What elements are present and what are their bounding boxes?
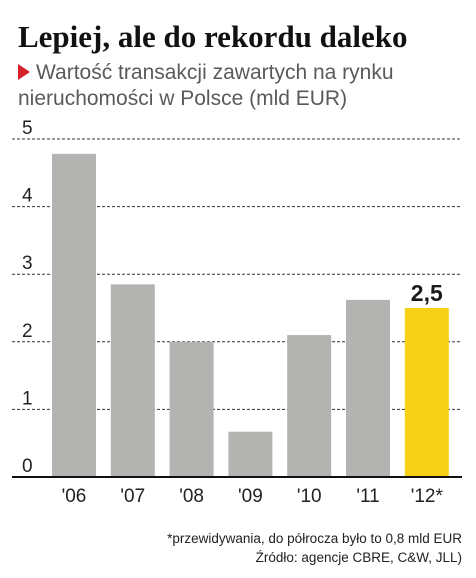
bar-highlighted	[404, 308, 449, 477]
y-tick-label: 2	[22, 321, 33, 342]
triangle-marker-icon	[18, 64, 30, 80]
x-tick-label: '11	[356, 486, 379, 507]
chart-subtitle-text: Wartość transakcji zawartych na rynku ni…	[18, 61, 394, 110]
bar	[287, 335, 332, 477]
chart-title: Lepiej, ale do rekordu daleko	[18, 19, 408, 54]
x-tick-label: '08	[179, 486, 204, 507]
y-tick-label: 5	[22, 118, 33, 139]
x-tick-label: '07	[120, 486, 145, 507]
bar	[346, 299, 390, 477]
chart-subtitle: Wartość transakcji zawartych na rynku ni…	[18, 60, 468, 112]
y-tick-label: 1	[22, 388, 33, 409]
bar-chart: 0 1 2 3 4 5 '06 '07 '08 '09 '10 '11 '12* 2,5	[12, 118, 462, 507]
bar	[110, 284, 155, 477]
x-tick-label: '12*	[411, 486, 444, 507]
x-tick-label: '10	[297, 486, 322, 507]
footnote: *przewidywania, do półrocza było to 0,8 …	[167, 529, 462, 567]
bar	[169, 341, 214, 477]
x-tick-label: '09	[238, 486, 263, 507]
footnote-source: Źródło: agencje CBRE, C&W, JLL)	[255, 550, 462, 565]
bar	[228, 431, 273, 477]
data-labels: 2,5	[411, 280, 443, 306]
y-tick-label: 0	[22, 456, 33, 477]
bar	[52, 153, 96, 477]
footnote-note: *przewidywania, do półrocza było to 0,8 …	[167, 531, 462, 546]
x-tick-label: '06	[62, 486, 87, 507]
x-axis-ticks: '06 '07 '08 '09 '10 '11 '12*	[62, 486, 444, 507]
bars	[52, 153, 449, 477]
y-tick-label: 3	[22, 253, 33, 274]
y-axis-ticks: 0 1 2 3 4 5	[22, 118, 33, 477]
y-tick-label: 4	[22, 186, 33, 207]
data-label: 2,5	[411, 280, 443, 306]
